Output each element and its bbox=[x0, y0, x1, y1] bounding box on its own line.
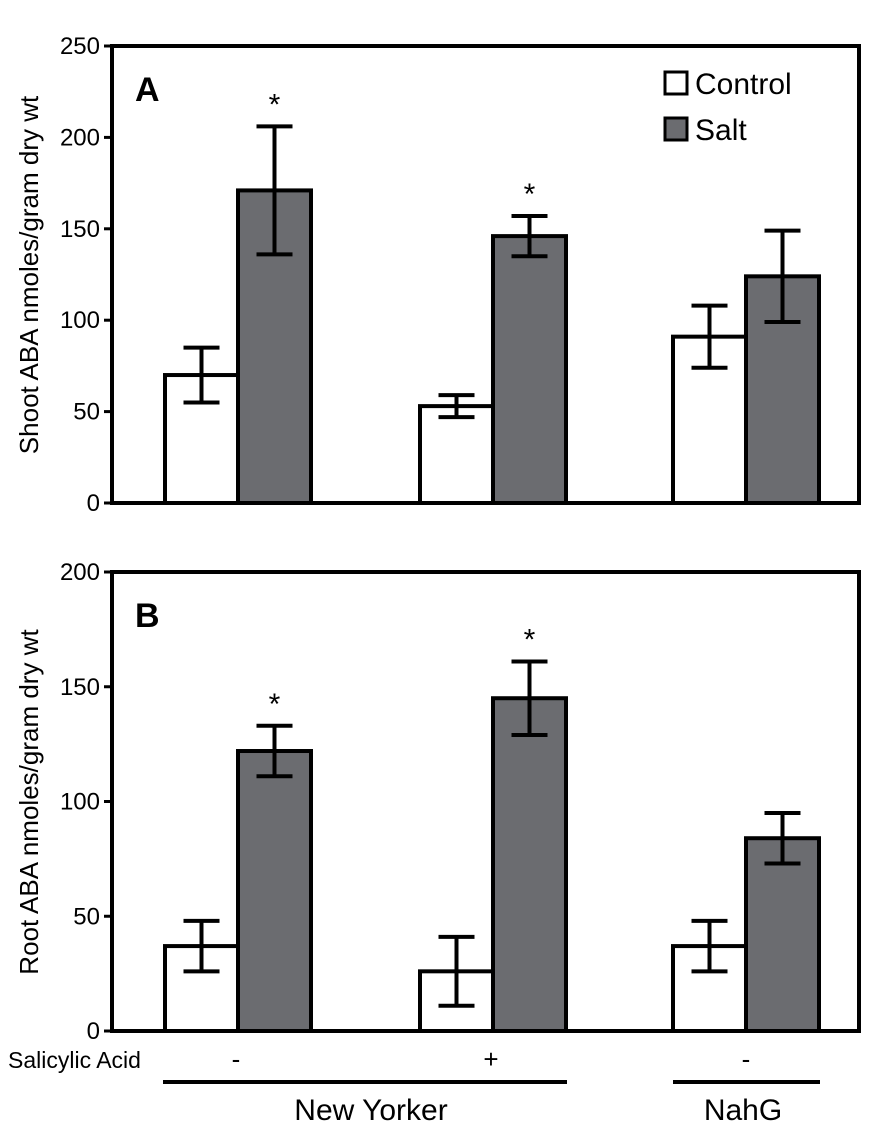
panel-b-y-axis-label: Root ABA nmoles/gram dry wt bbox=[14, 629, 44, 975]
panel-a-bars: ** bbox=[163, 88, 821, 506]
panel-a-significance-marker: * bbox=[524, 178, 536, 211]
legend-salt-label: Salt bbox=[695, 114, 747, 147]
panel-b-y-tick-label: 0 bbox=[87, 1018, 100, 1045]
panel-b-y-tick-label: 100 bbox=[60, 789, 100, 816]
salicylic-acid-label: Salicylic Acid bbox=[8, 1047, 141, 1073]
legend-control-swatch bbox=[663, 70, 689, 96]
panel-b-y-tick-label: 50 bbox=[73, 903, 100, 930]
panel-b-bar-salt bbox=[744, 836, 821, 1033]
panel-a-y-tick-label: 0 bbox=[87, 490, 100, 517]
panel-a-y-tick-label: 250 bbox=[60, 33, 100, 60]
panel-a-bar-salt bbox=[491, 234, 568, 505]
panel-b-y-tick-label: 150 bbox=[60, 674, 100, 701]
panel-b-bar-salt bbox=[491, 696, 568, 1033]
panel-b-label: B bbox=[135, 597, 160, 635]
x-annotations: Salicylic Acid - + - New Yorker NahG bbox=[8, 1044, 820, 1127]
panel-b-bar-salt bbox=[236, 749, 313, 1033]
genotype-label-new-yorker: New Yorker bbox=[294, 1094, 447, 1127]
legend: Control Salt bbox=[663, 68, 792, 147]
panel-a-label: A bbox=[135, 71, 160, 109]
panel-b-bars: ** bbox=[163, 624, 821, 1034]
legend-control-label: Control bbox=[695, 68, 792, 101]
treatment-label-1: - bbox=[232, 1044, 241, 1074]
panel-b-significance-marker: * bbox=[269, 688, 281, 721]
treatment-label-3: - bbox=[742, 1044, 751, 1074]
panel-a-y-tick-label: 100 bbox=[60, 307, 100, 334]
genotype-label-nahg: NahG bbox=[704, 1094, 782, 1127]
panel-a-y-tick-label: 50 bbox=[73, 399, 100, 426]
panel-b-y-axis: 0 50 100 150 200 bbox=[60, 559, 112, 1045]
panel-a-y-tick-label: 150 bbox=[60, 216, 100, 243]
panel-a-y-axis-label: Shoot ABA nmoles/gram dry wt bbox=[14, 95, 44, 454]
legend-salt-swatch bbox=[663, 116, 689, 142]
panel-a-significance-marker: * bbox=[269, 88, 281, 121]
panel-b-significance-marker: * bbox=[524, 624, 536, 657]
treatment-label-2: + bbox=[483, 1044, 498, 1074]
panel-a-bar-control bbox=[418, 404, 495, 505]
panel-a-y-tick-label: 200 bbox=[60, 124, 100, 151]
panel-b-y-tick-label: 200 bbox=[60, 559, 100, 586]
panel-a-y-axis: 0 50 100 150 200 250 bbox=[60, 33, 112, 517]
panel-b-bar-control bbox=[163, 944, 240, 1034]
